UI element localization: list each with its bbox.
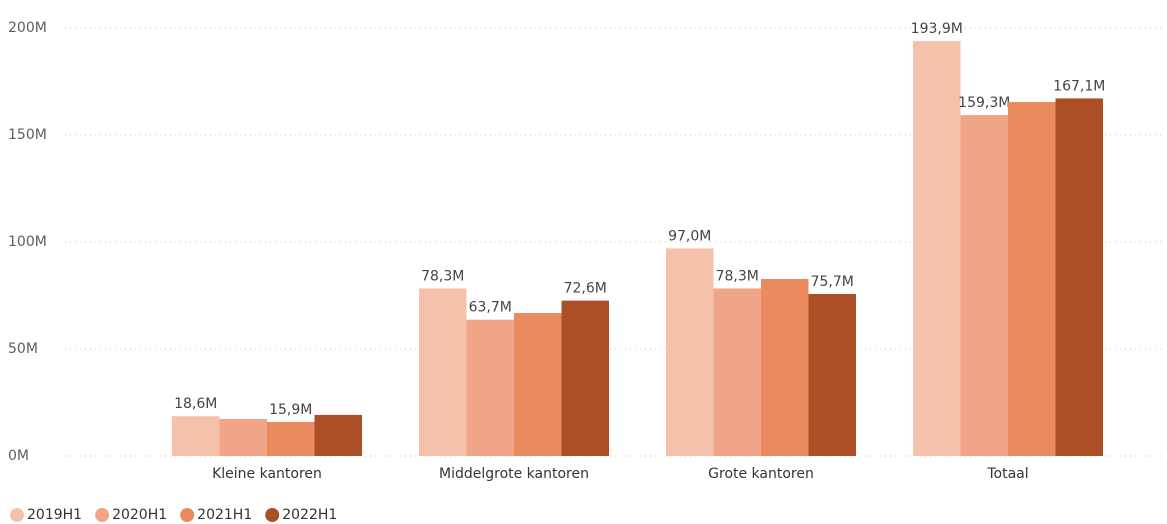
data-label: 15,9M xyxy=(269,402,312,418)
legend-marker xyxy=(95,508,110,522)
bar xyxy=(419,288,467,456)
x-tick-label: Totaal xyxy=(986,466,1028,482)
legend-marker xyxy=(265,508,280,522)
legend-label: 2020H1 xyxy=(112,507,167,523)
bar xyxy=(761,279,809,456)
bar xyxy=(314,414,362,456)
data-label: 75,7M xyxy=(811,274,854,290)
legend-label: 2019H1 xyxy=(27,507,82,523)
data-label: 78,3M xyxy=(716,268,759,284)
legend-label: 2022H1 xyxy=(282,507,337,523)
bar xyxy=(267,421,315,456)
bar xyxy=(219,418,267,456)
data-label: 167,1M xyxy=(1053,78,1105,94)
x-tick-label: Middelgrote kantoren xyxy=(439,466,589,482)
data-label: 72,6M xyxy=(564,281,607,297)
bar xyxy=(466,319,514,456)
legend-marker xyxy=(10,508,24,522)
bar xyxy=(960,115,1008,457)
y-tick-label: 150M xyxy=(8,127,47,143)
bar xyxy=(713,288,761,456)
data-label: 193,9M xyxy=(911,21,963,37)
data-label: 63,7M xyxy=(469,300,512,316)
bar xyxy=(808,294,856,456)
legend-label: 2021H1 xyxy=(197,507,252,523)
data-label: 97,0M xyxy=(668,228,711,244)
data-label: 78,3M xyxy=(421,268,464,284)
bar xyxy=(913,41,961,456)
bar xyxy=(666,248,714,456)
y-tick-label: 100M xyxy=(8,234,47,250)
bar xyxy=(1008,102,1056,456)
y-tick-label: 0M xyxy=(8,448,29,464)
y-tick-label: 200M xyxy=(8,20,47,36)
y-tick-label: 50M xyxy=(8,341,38,357)
bar xyxy=(561,300,609,456)
x-tick-label: Kleine kantoren xyxy=(212,466,322,482)
data-label: 159,3M xyxy=(958,95,1010,111)
legend-marker xyxy=(180,508,195,522)
x-tick-label: Grote kantoren xyxy=(708,466,814,482)
bar xyxy=(172,416,220,456)
bar xyxy=(1055,98,1103,456)
data-label: 18,6M xyxy=(174,396,217,412)
bar xyxy=(514,313,562,456)
